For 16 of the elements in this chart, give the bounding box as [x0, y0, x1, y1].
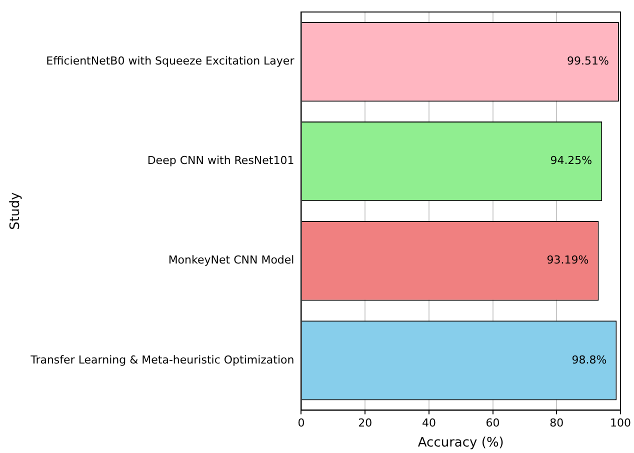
y-tick-label: Deep CNN with ResNet101: [147, 154, 294, 168]
data-label: 93.19%: [546, 254, 589, 267]
y-axis-title: Study: [8, 192, 24, 230]
x-tick-label: 80: [550, 416, 564, 430]
x-axis-title: Accuracy (%): [418, 436, 504, 451]
data-label: 94.25%: [550, 154, 592, 168]
y-tick-label: Transfer Learning & Meta-heuristic Optimization: [30, 353, 294, 366]
data-label: 98.8%: [572, 353, 607, 366]
y-tick-label: MonkeyNet CNN Model: [168, 254, 294, 267]
x-tick-label: 60: [486, 416, 500, 430]
x-tick-label: 40: [422, 416, 436, 430]
x-tick-label: 100: [610, 416, 631, 430]
data-label: 99.51%: [566, 54, 609, 68]
y-tick-label: EfficientNetB0 with Squeeze Excitation Layer: [46, 54, 295, 68]
x-tick-label: 0: [298, 416, 305, 430]
x-tick-label: 20: [358, 416, 372, 430]
